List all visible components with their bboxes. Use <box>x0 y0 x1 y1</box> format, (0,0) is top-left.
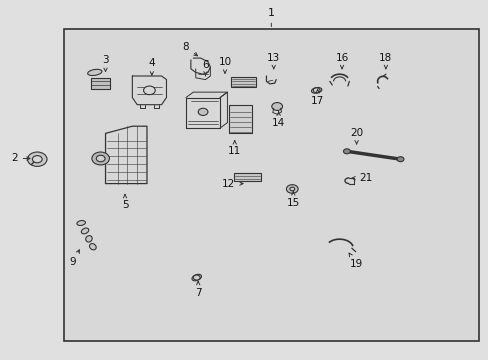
Bar <box>91 78 110 89</box>
Bar <box>233 173 260 181</box>
Text: 13: 13 <box>266 53 280 69</box>
Text: 14: 14 <box>271 112 285 128</box>
Text: 20: 20 <box>349 129 363 144</box>
Ellipse shape <box>192 274 201 281</box>
Circle shape <box>286 185 298 193</box>
Ellipse shape <box>81 228 89 234</box>
Text: 4: 4 <box>148 58 155 75</box>
Text: 9: 9 <box>69 250 79 267</box>
Text: 3: 3 <box>102 55 109 71</box>
Text: 6: 6 <box>202 60 208 76</box>
Text: 8: 8 <box>183 42 197 56</box>
Bar <box>230 77 256 87</box>
Ellipse shape <box>311 87 321 93</box>
Text: 15: 15 <box>286 192 299 208</box>
Text: 21: 21 <box>351 173 371 183</box>
Circle shape <box>193 275 200 280</box>
Ellipse shape <box>85 235 92 242</box>
Circle shape <box>27 152 47 166</box>
Circle shape <box>313 88 320 93</box>
Text: 19: 19 <box>348 253 363 269</box>
Text: 16: 16 <box>335 53 348 69</box>
Text: 1: 1 <box>267 8 274 18</box>
Ellipse shape <box>87 69 102 76</box>
Circle shape <box>343 149 349 154</box>
Text: 10: 10 <box>218 57 231 73</box>
Bar <box>64 30 478 341</box>
Bar <box>228 105 252 134</box>
Circle shape <box>271 103 282 111</box>
Text: 12: 12 <box>222 179 243 189</box>
Text: 2: 2 <box>11 153 30 163</box>
Circle shape <box>198 108 207 116</box>
Text: 17: 17 <box>310 90 324 106</box>
Circle shape <box>32 156 42 163</box>
Text: 11: 11 <box>228 140 241 156</box>
Text: 18: 18 <box>379 53 392 69</box>
Ellipse shape <box>89 244 96 250</box>
Text: 5: 5 <box>122 194 128 210</box>
Circle shape <box>396 157 403 162</box>
Ellipse shape <box>77 221 85 225</box>
Circle shape <box>96 155 105 162</box>
Circle shape <box>289 187 294 191</box>
Circle shape <box>92 152 109 165</box>
Circle shape <box>143 86 155 95</box>
Text: 7: 7 <box>194 282 201 298</box>
